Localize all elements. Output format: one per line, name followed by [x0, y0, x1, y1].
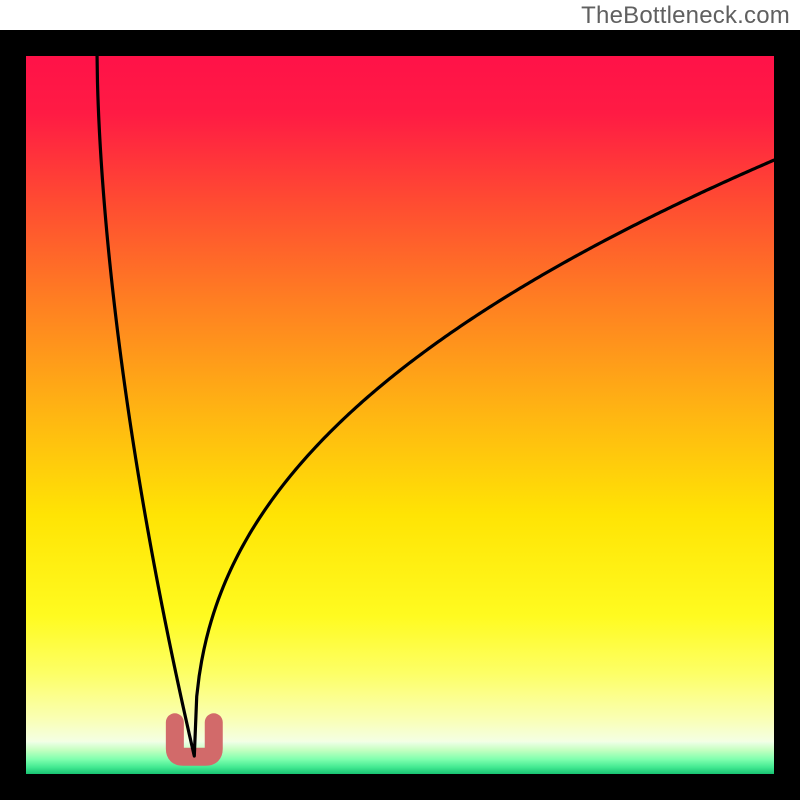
bottleneck-curve — [97, 56, 774, 756]
stage: TheBottleneck.com — [0, 0, 800, 800]
curve-layer — [26, 56, 774, 774]
watermark-text: TheBottleneck.com — [581, 2, 790, 30]
plot-area — [26, 56, 774, 774]
